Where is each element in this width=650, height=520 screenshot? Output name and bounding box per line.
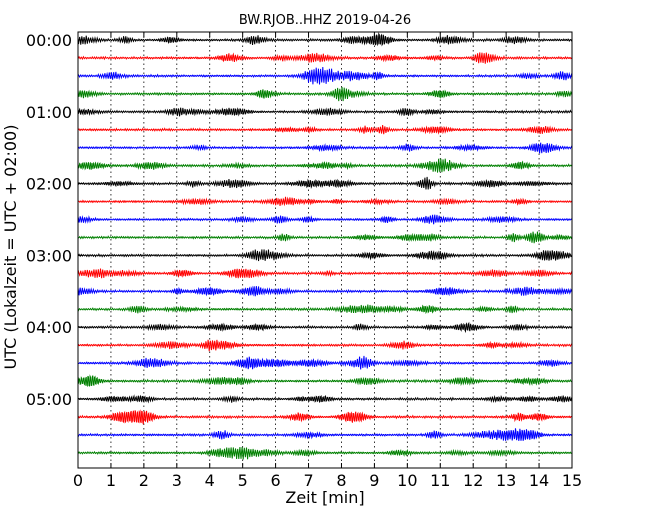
seismic-trace: [77, 339, 573, 352]
grid-lines: [110, 32, 540, 468]
seismic-trace: [77, 124, 573, 135]
x-tick-label: 14: [529, 471, 549, 490]
plot-frame: [77, 31, 573, 469]
y-tick-label: 04:00: [26, 318, 72, 337]
seismic-trace: [77, 304, 573, 315]
seismic-trace: [77, 447, 573, 460]
x-tick-label: 12: [463, 471, 483, 490]
chart-title: BW.RJOB..HHZ 2019-04-26: [239, 13, 411, 28]
x-tick-label: 11: [430, 471, 450, 490]
x-tick-label: 8: [336, 471, 346, 490]
seismic-trace: [77, 285, 573, 297]
seismic-trace: [77, 394, 573, 404]
y-tick-label: 00:00: [26, 31, 72, 50]
y-axis: 00:00 01:00 02:00 03:00 04:00 05:00: [26, 31, 83, 409]
x-tick-label: 3: [172, 471, 182, 490]
x-tick-label: 4: [205, 471, 215, 490]
traces: [77, 32, 573, 460]
seismic-trace: [77, 32, 573, 47]
seismic-trace: [77, 142, 573, 154]
x-tick-label: 6: [271, 471, 281, 490]
x-tick-label: 5: [238, 471, 248, 490]
seismic-trace: [77, 86, 573, 102]
seismic-trace: [77, 158, 573, 173]
seismic-trace: [77, 268, 573, 279]
y-axis-label: UTC (Lokalzeit = UTC + 02:00): [1, 125, 20, 370]
seismic-trace: [77, 321, 573, 334]
seismic-trace: [77, 231, 573, 244]
seismic-trace: [77, 428, 573, 441]
seismic-trace: [77, 52, 573, 64]
x-axis-label: Zeit [min]: [285, 488, 364, 507]
x-tick-label: 10: [397, 471, 417, 490]
x-tick-label: 0: [73, 471, 83, 490]
x-tick-label: 13: [496, 471, 516, 490]
seismic-trace: [77, 355, 573, 370]
seismic-trace: [77, 409, 573, 425]
x-tick-label: 9: [369, 471, 379, 490]
x-tick-label: 7: [303, 471, 313, 490]
seismic-trace: [77, 249, 573, 262]
seismic-trace: [77, 66, 573, 85]
seismic-trace: [77, 214, 573, 225]
x-tick-label: 1: [106, 471, 116, 490]
seismic-trace: [77, 374, 573, 388]
seismic-trace: [77, 176, 573, 190]
y-tick-label: 02:00: [26, 175, 72, 194]
x-axis: 0 1 2 3 4 5 6 7 8 9 10 11 12 13 14 15: [73, 32, 582, 490]
y-tick-label: 05:00: [26, 390, 72, 409]
x-tick-label: 15: [562, 471, 582, 490]
x-tick-label: 2: [139, 471, 149, 490]
y-tick-label: 01:00: [26, 103, 72, 122]
y-tick-label: 03:00: [26, 246, 72, 265]
seismic-trace: [77, 107, 573, 117]
seismic-trace: [77, 196, 573, 207]
